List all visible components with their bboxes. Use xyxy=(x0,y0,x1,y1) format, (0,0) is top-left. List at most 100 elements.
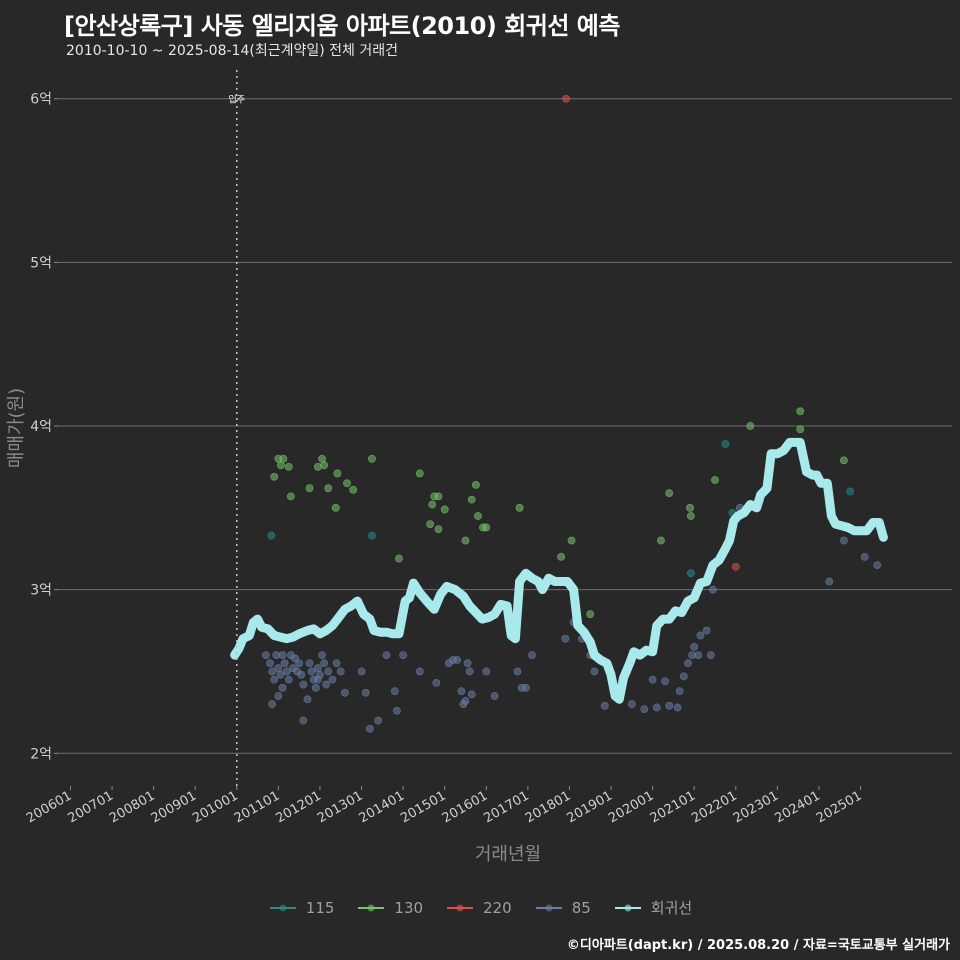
chart-subtitle: 2010-10-10 ~ 2025-08-14(최근계약일) 전체 거래건 xyxy=(66,43,398,59)
data-point-130 xyxy=(426,520,435,529)
data-point-130 xyxy=(279,454,288,463)
data-point-85 xyxy=(684,659,692,668)
x-tick-label: 200801 xyxy=(107,788,157,826)
data-point-85 xyxy=(648,675,657,684)
data-point-85 xyxy=(690,643,699,651)
data-point-130 xyxy=(270,472,279,481)
data-point-130 xyxy=(343,479,351,488)
data-point-115 xyxy=(721,440,730,448)
data-point-85 xyxy=(627,700,636,709)
data-point-130 xyxy=(428,500,437,509)
x-tick-label: 202401 xyxy=(772,788,822,826)
x-tick-label: 202301 xyxy=(731,788,781,826)
data-point-130 xyxy=(567,536,576,545)
data-point-85 xyxy=(399,651,408,659)
data-point-85 xyxy=(268,667,277,676)
data-point-115 xyxy=(846,487,855,496)
data-point-85 xyxy=(303,695,312,704)
data-point-130 xyxy=(711,476,719,484)
legend-key-icon xyxy=(269,904,296,911)
data-point-85 xyxy=(675,687,684,695)
legend-item-130: 130 xyxy=(356,899,423,917)
data-point-115 xyxy=(267,531,276,540)
data-point-130 xyxy=(434,525,443,533)
data-point-85 xyxy=(661,677,669,686)
x-tick-label: 202001 xyxy=(606,788,656,826)
x-tick-label: 201801 xyxy=(523,788,573,826)
data-point-130 xyxy=(665,489,674,497)
data-point-85 xyxy=(839,536,848,545)
data-point-85 xyxy=(457,687,466,695)
data-point-130 xyxy=(368,454,376,463)
data-point-85 xyxy=(361,688,370,697)
x-tick-label: 201001 xyxy=(190,788,240,826)
data-point-85 xyxy=(463,659,472,668)
data-point-85 xyxy=(295,659,304,668)
data-point-85 xyxy=(640,705,649,713)
data-point-85 xyxy=(600,701,609,710)
data-point-130 xyxy=(324,484,333,493)
data-point-130 xyxy=(434,492,443,501)
y-tick-label: 6억 xyxy=(30,92,52,108)
data-point-85 xyxy=(465,667,474,676)
data-point-130 xyxy=(471,481,480,489)
data-point-85 xyxy=(453,656,462,664)
data-point-85 xyxy=(374,716,383,725)
data-point-85 xyxy=(305,659,314,668)
x-tick-label: 202201 xyxy=(689,788,739,826)
x-tick-label: 201901 xyxy=(565,788,615,826)
data-point-85 xyxy=(521,683,530,692)
data-point-85 xyxy=(696,631,705,640)
data-point-85 xyxy=(341,688,349,697)
data-point-130 xyxy=(284,463,293,471)
data-point-85 xyxy=(332,659,341,668)
data-point-85 xyxy=(825,577,834,586)
x-tick-label: 200901 xyxy=(149,788,199,826)
legend: 115 130 220 85 회귀선 xyxy=(0,897,960,918)
legend-label: 회귀선 xyxy=(650,899,693,917)
x-tick-label: 202501 xyxy=(814,788,864,826)
x-tick-label: 201101 xyxy=(232,788,282,826)
legend-key-icon xyxy=(614,904,641,911)
data-point-85 xyxy=(590,667,599,676)
data-point-85 xyxy=(282,667,291,676)
data-point-85 xyxy=(270,675,279,684)
data-point-85 xyxy=(284,675,293,684)
data-point-85 xyxy=(313,675,322,684)
credit-text: ©디아파트(dapt.kr) / 2025.08.20 / 자료=국토교통부 실… xyxy=(566,938,950,953)
data-point-130 xyxy=(839,456,848,465)
legend-label: 85 xyxy=(571,898,591,917)
data-point-130 xyxy=(349,485,358,494)
data-point-85 xyxy=(432,679,441,687)
legend-item-115: 115 xyxy=(268,899,334,917)
data-point-130 xyxy=(305,484,314,493)
data-point-85 xyxy=(276,670,285,679)
data-point-85 xyxy=(266,659,274,668)
data-point-85 xyxy=(706,651,715,659)
legend-key-icon xyxy=(358,904,385,911)
data-point-130 xyxy=(796,425,805,434)
data-point-130 xyxy=(415,469,424,478)
legend-label: 130 xyxy=(394,898,424,917)
data-point-130 xyxy=(331,503,340,512)
data-point-130 xyxy=(686,503,694,512)
data-point-85 xyxy=(278,651,287,659)
legend-item-220: 220 xyxy=(445,899,512,917)
data-point-85 xyxy=(709,585,717,594)
data-point-85 xyxy=(561,634,570,643)
data-point-85 xyxy=(482,667,491,676)
data-point-130 xyxy=(482,523,491,532)
data-point-130 xyxy=(796,407,805,416)
data-point-85 xyxy=(299,716,308,725)
data-point-85 xyxy=(318,651,326,659)
data-point-85 xyxy=(461,697,470,705)
data-point-85 xyxy=(311,683,320,692)
x-tick-label: 200701 xyxy=(66,788,116,826)
data-point-130 xyxy=(461,536,470,545)
data-point-85 xyxy=(513,667,522,676)
data-point-130 xyxy=(440,505,449,514)
data-point-130 xyxy=(586,610,595,619)
data-point-85 xyxy=(652,703,661,712)
x-tick-label: 200601 xyxy=(24,788,74,826)
